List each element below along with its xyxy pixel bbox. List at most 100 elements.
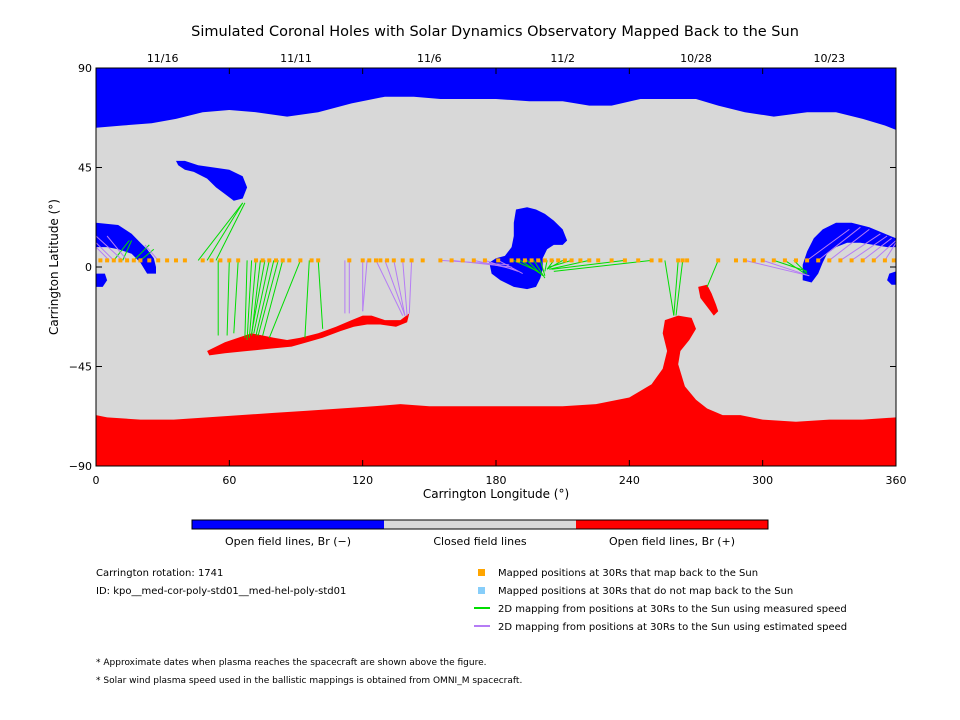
- field-line-estimated-2: [95, 246, 110, 261]
- mapped-point-13: [209, 258, 214, 263]
- mapped-point-0: [98, 258, 103, 263]
- field-line-measured-33: [553, 259, 652, 272]
- mapped-point-52: [578, 258, 583, 263]
- mapped-point-6: [138, 258, 143, 263]
- field-line-estimated-24: [851, 235, 888, 261]
- legend-label-estimated: 2D mapping from positions at 30Rs to the…: [498, 622, 847, 633]
- colorbar-negative: [192, 520, 384, 529]
- mapped-point-69: [782, 258, 787, 263]
- x-tick-label-3: 180: [486, 474, 507, 487]
- mapped-point-16: [236, 258, 241, 263]
- field-line-estimated-17: [484, 259, 519, 272]
- legend-label-measured: 2D mapping from positions at 30Rs to the…: [498, 604, 847, 615]
- mapped-point-34: [409, 258, 414, 263]
- mapped-point-57: [636, 258, 641, 263]
- field-line-measured-6: [215, 202, 246, 261]
- x-tick-label-4: 240: [619, 474, 640, 487]
- mapped-point-71: [805, 258, 810, 263]
- field-line-estimated-25: [862, 237, 892, 261]
- region-south-polar-hole: [96, 315, 896, 466]
- mapped-point-11: [182, 258, 187, 263]
- mapped-point-48: [549, 258, 554, 263]
- mapped-point-23: [298, 258, 303, 263]
- region-hole-left-small: [96, 273, 108, 287]
- mapped-point-78: [882, 258, 887, 263]
- field-line-measured-26: [539, 260, 546, 276]
- mapped-point-30: [378, 258, 383, 263]
- mapped-point-45: [529, 258, 534, 263]
- mapped-point-44: [522, 258, 527, 263]
- mapped-point-4: [125, 258, 130, 263]
- y-tick-label-1: −45: [69, 361, 92, 374]
- mapped-point-7: [147, 258, 152, 263]
- colorbar-label-closed: Closed field lines: [433, 535, 527, 548]
- x-tick-label-5: 300: [752, 474, 773, 487]
- field-line-measured-38: [793, 260, 808, 274]
- colorbar-closed: [384, 520, 576, 529]
- legend-label-not-mapped: Mapped positions at 30Rs that do not map…: [498, 586, 793, 597]
- mapped-point-67: [760, 258, 765, 263]
- region-hole-right-small: [887, 271, 896, 285]
- field-line-estimated-19: [744, 259, 810, 277]
- field-line-estimated-13: [408, 260, 413, 314]
- field-line-measured-21: [317, 260, 324, 329]
- field-line-measured-5: [206, 202, 244, 261]
- mapped-point-3: [118, 258, 123, 263]
- field-line-measured-11: [246, 260, 253, 341]
- field-line-estimated-28: [806, 228, 850, 261]
- model-id-text: ID: kpo__med-cor-poly-std01__med-hel-pol…: [96, 586, 346, 597]
- colorbar: Open field lines, Br (−) Closed field li…: [191, 519, 769, 548]
- field-line-measured-15: [253, 260, 270, 334]
- legend-marker-not-mapped: [478, 587, 485, 594]
- mapped-point-55: [609, 258, 614, 263]
- chart-title: Simulated Coronal Holes with Solar Dynam…: [191, 24, 799, 40]
- carrington-rotation-text: Carrington rotation: 1741: [96, 568, 223, 579]
- field-line-measured-40: [773, 259, 808, 272]
- y-tick-label-3: 45: [78, 162, 92, 175]
- field-line-measured-0: [113, 240, 130, 261]
- field-line-estimated-1: [95, 242, 115, 261]
- mapped-point-15: [227, 258, 232, 263]
- field-line-estimated-20: [762, 259, 810, 277]
- field-line-estimated-0: [95, 235, 124, 261]
- field-line-estimated-10: [384, 260, 406, 316]
- mapped-point-24: [309, 258, 314, 263]
- mapped-point-64: [734, 258, 738, 263]
- mapped-point-10: [174, 258, 178, 263]
- x-axis-label: Carrington Longitude (°): [423, 487, 569, 501]
- field-line-measured-9: [233, 260, 239, 334]
- mapped-point-66: [751, 258, 756, 263]
- x-tick-label-6: 360: [886, 474, 907, 487]
- mapped-point-68: [771, 258, 776, 263]
- field-line-measured-35: [673, 260, 679, 316]
- mapped-point-38: [460, 258, 465, 263]
- field-line-measured-16: [255, 260, 275, 336]
- field-line-estimated-23: [840, 233, 881, 261]
- field-line-estimated-9: [375, 260, 404, 316]
- date-label-0: 11/16: [147, 52, 179, 65]
- mapped-point-73: [827, 258, 832, 263]
- mapped-point-33: [400, 258, 405, 263]
- colorbar-label-negative: Open field lines, Br (−): [225, 535, 351, 548]
- field-line-estimated-11: [393, 260, 406, 316]
- mapped-point-42: [509, 258, 514, 263]
- date-label-1: 11/11: [280, 52, 312, 65]
- date-label-3: 11/2: [550, 52, 575, 65]
- field-line-estimated-21: [817, 226, 861, 261]
- field-line-measured-25: [533, 260, 546, 279]
- mapped-point-63: [716, 258, 721, 263]
- mapped-point-18: [260, 258, 265, 263]
- field-line-measured-30: [549, 259, 572, 268]
- mapped-point-60: [676, 258, 681, 263]
- note-dates: * Approximate dates when plasma reaches …: [96, 658, 487, 668]
- field-line-estimated-27: [884, 242, 897, 261]
- y-axis-label: Carrington Latitude (°): [47, 199, 61, 335]
- date-label-2: 11/6: [417, 52, 442, 65]
- mapped-point-77: [871, 258, 876, 263]
- mapped-point-58: [649, 258, 654, 263]
- x-tick-label-2: 120: [352, 474, 373, 487]
- colorbar-frame: [191, 519, 769, 530]
- mapped-point-35: [420, 258, 425, 263]
- date-label-4: 10/28: [680, 52, 712, 65]
- mapped-point-51: [569, 258, 574, 263]
